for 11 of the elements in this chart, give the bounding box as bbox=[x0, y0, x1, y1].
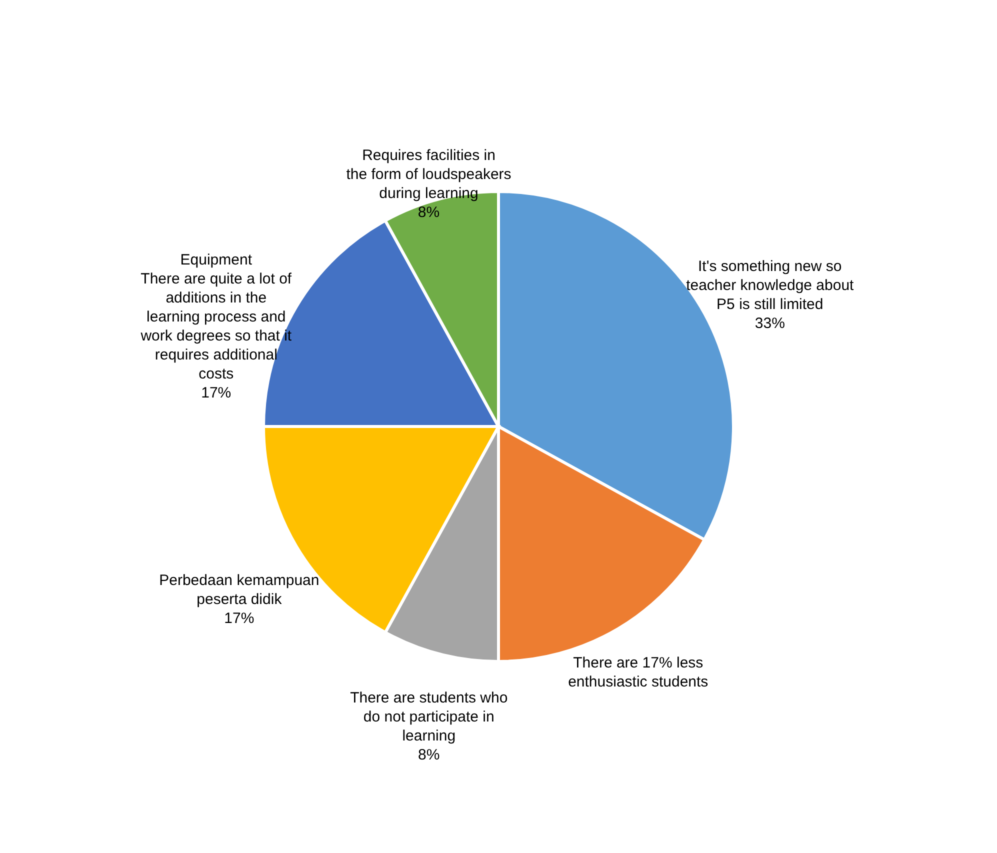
data-label: 8% bbox=[418, 746, 440, 764]
slice-label: Requires facilities in the form of loudspeakers during learning bbox=[346, 146, 512, 202]
slice-label: Equipment There are quite a lot of additions in the learning process and work degrees so that it requires additional costs bbox=[140, 252, 292, 383]
data-label: 17% bbox=[201, 384, 232, 402]
slice-label: There are 17% less enthusiastic students bbox=[568, 654, 708, 691]
slice-label: Perbedaan kemampuan peserta didik bbox=[159, 572, 320, 608]
data-label: 17% bbox=[224, 610, 254, 627]
data-label: 33% bbox=[754, 315, 785, 332]
slice-label: There are students who do not participate in learning bbox=[350, 690, 508, 745]
data-label: 8% bbox=[418, 204, 440, 221]
slice-label: It's something new so teacher knowledge about P5 is still limited bbox=[686, 258, 855, 313]
